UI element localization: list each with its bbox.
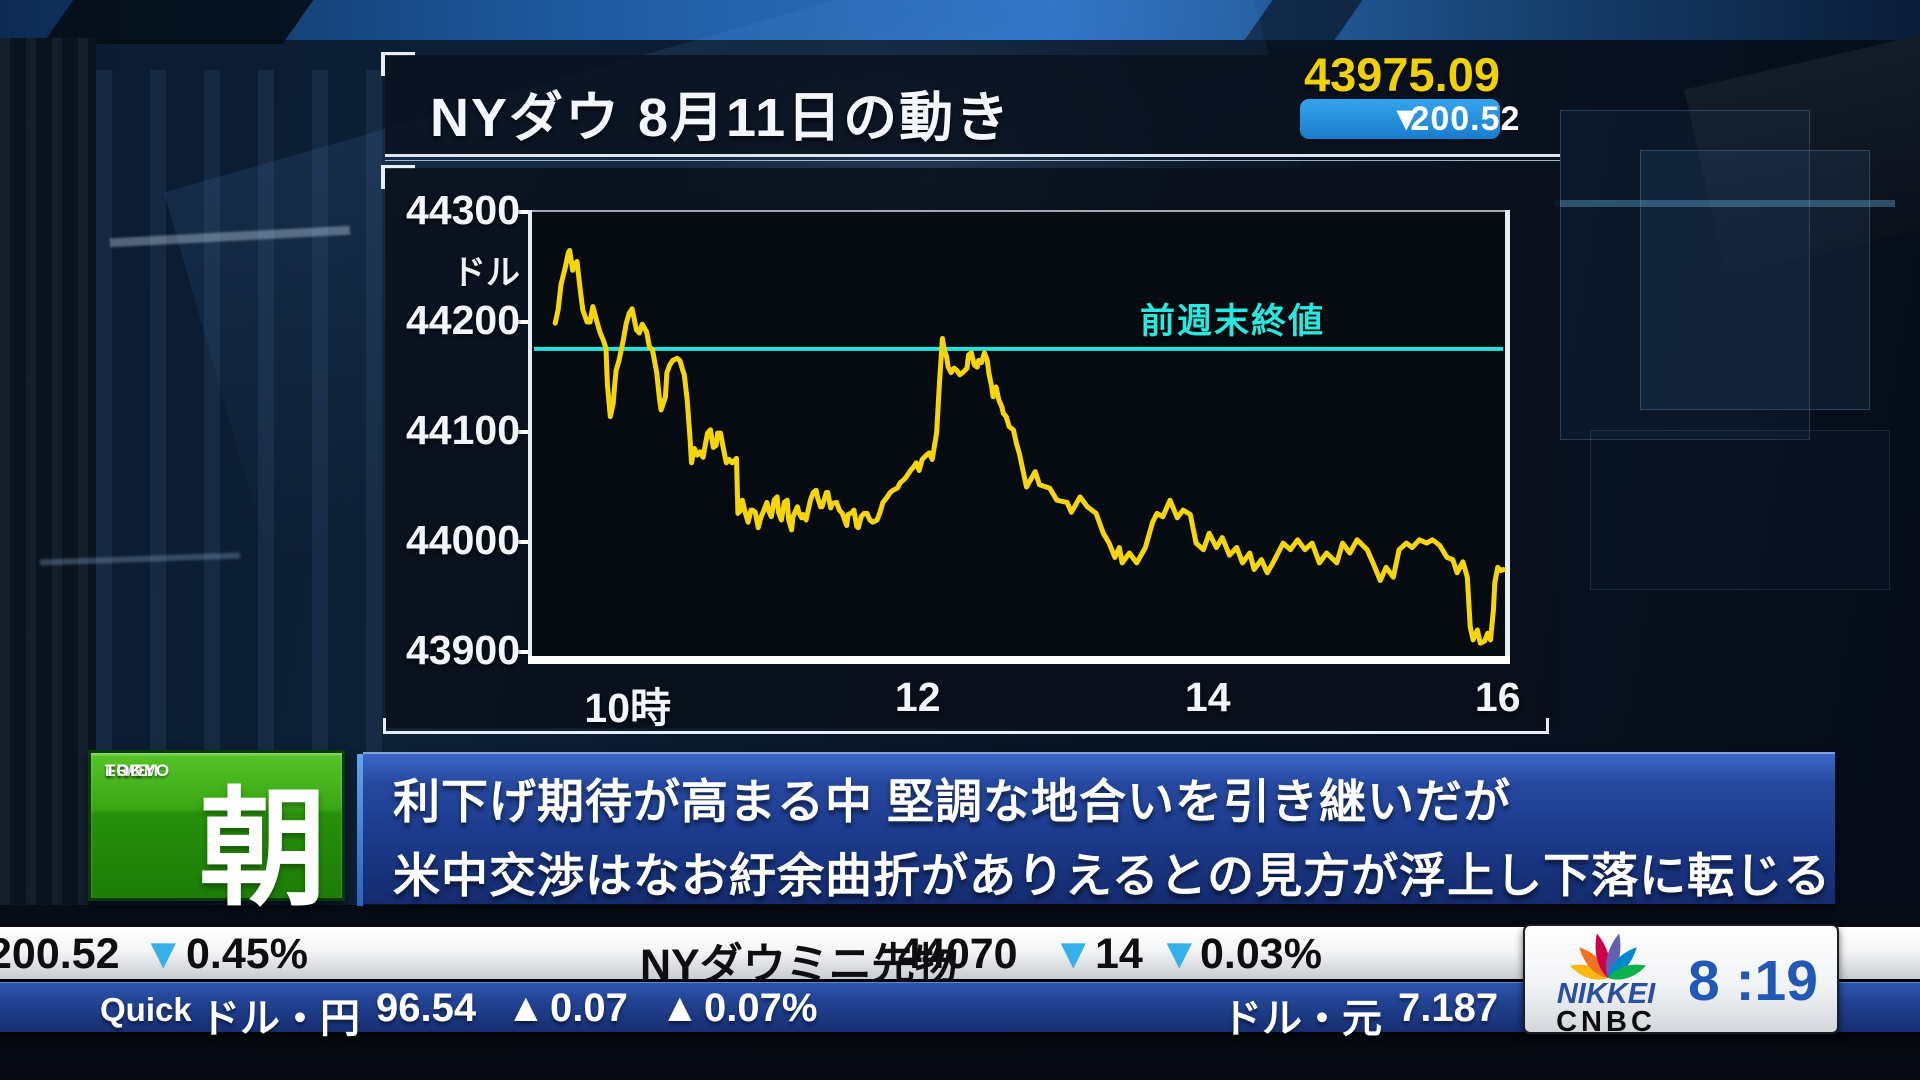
y-tick-label: 44300 — [405, 187, 520, 233]
headline-line-2: 米中交渉はなお紆余曲折がありえるとの見方が浮上し下落に転じる — [393, 849, 1832, 902]
plot-background — [532, 210, 1510, 658]
down-triangle-icon: ▼ — [1052, 930, 1095, 978]
clock: 8 :19 — [1688, 949, 1818, 1013]
down-triangle-icon: ▼ — [1389, 100, 1425, 138]
y-tick-label: 44200 — [405, 297, 520, 343]
nikkei-wordmark: NIKKEI — [1556, 978, 1656, 1010]
reference-line-label: 前週末終値 — [1140, 302, 1326, 341]
ticker-instrument-value: 44070 — [898, 930, 1018, 978]
index-price-value: 43975.09 — [1303, 48, 1500, 101]
program-kanji-logo: 朝 — [199, 778, 328, 921]
headline-line-1: 利下げ期待が高まる中 堅調な地合いを引き継いだが — [393, 775, 1512, 828]
index-change-value: 200.52 — [1410, 100, 1521, 138]
studio-left-column — [0, 38, 96, 928]
panel-corner-bracket — [381, 52, 415, 76]
peacock-icon — [1569, 933, 1647, 980]
fx-pair-value: 96.54 — [376, 986, 477, 1030]
y-axis-unit-label: ドル — [452, 254, 520, 292]
quick-logo: Quick — [100, 991, 192, 1028]
studio-decor — [1555, 200, 1895, 207]
studio-glass-panel — [1560, 110, 1810, 440]
y-tick-label: 44000 — [405, 517, 520, 563]
ticker-change-value: 200.52 — [0, 930, 120, 978]
chart-bottom-frame — [383, 718, 1549, 734]
down-triangle-icon: ▼ — [1158, 930, 1201, 978]
cnbc-wordmark: CNBC — [1556, 1006, 1656, 1038]
ticker-instrument-name: NYダウミニ先物 — [640, 941, 958, 989]
panel-corner-bracket — [381, 165, 415, 189]
studio-decor — [96, 70, 396, 790]
fx-diff-value: 0.07 — [550, 986, 628, 1030]
fx-pair2-value: 7.187 — [1398, 986, 1499, 1030]
x-tick-label: 16 — [1474, 674, 1521, 720]
line-chart — [513, 210, 1510, 664]
x-tick-label: 12 — [894, 674, 941, 720]
x-tick-label: 10時 — [584, 685, 672, 731]
studio-glass-panel — [1590, 430, 1890, 590]
up-triangle-icon: ▲ — [660, 986, 700, 1030]
live-from-tokyo-badge: LIVE FROM TOKYO 朝 — [88, 750, 345, 921]
fx-pair2-name: ドル・元 — [1222, 997, 1382, 1041]
ticker-diff-pct: 0.03% — [1200, 930, 1322, 978]
headline-banner: 利下げ期待が高まる中 堅調な地合いを引き継いだが 米中交渉はなお紆余曲折がありえ… — [357, 752, 1835, 906]
studio-glass-panel — [1640, 150, 1870, 410]
y-tick-label: 43900 — [405, 627, 520, 673]
fx-pair-name: ドル・円 — [200, 997, 360, 1041]
studio-top-band — [0, 0, 1920, 40]
ticker-diff-value: 14 — [1095, 930, 1143, 978]
chart-title-panel: NYダウ 8月11日の動き 43975.09 ▼ 200.52 — [385, 48, 1560, 161]
fx-diff-pct: 0.07% — [704, 986, 818, 1030]
up-triangle-icon: ▲ — [506, 986, 546, 1030]
chart-title: NYダウ 8月11日の動き — [430, 88, 1012, 148]
index-change-badge: ▼ 200.52 — [1300, 99, 1519, 139]
down-triangle-icon: ▼ — [142, 930, 185, 978]
ticker-change-pct: 0.45% — [186, 930, 308, 978]
network-bug-panel: NIKKEI CNBC 8 :19 — [1523, 924, 1839, 1038]
price-line — [552, 248, 1506, 646]
y-tick-label: 44100 — [405, 407, 520, 453]
x-tick-label: 14 — [1184, 674, 1231, 720]
panel-divider — [385, 160, 1560, 161]
